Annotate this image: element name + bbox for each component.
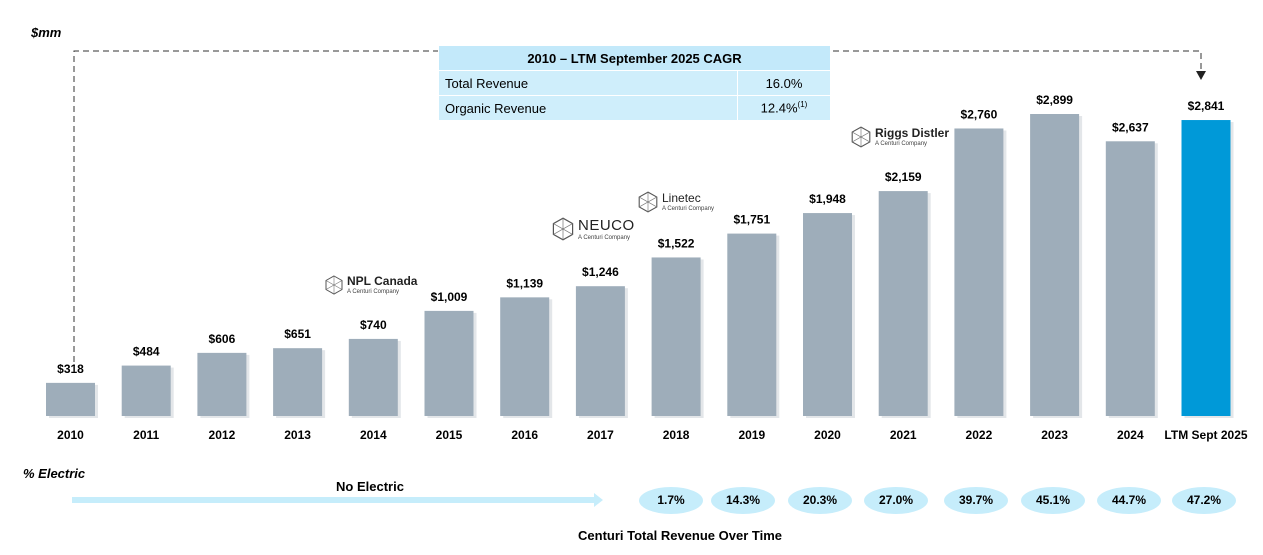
x-tick-label: 2011 <box>133 428 159 442</box>
data-label: $2,899 <box>1036 93 1073 107</box>
bar <box>121 365 171 416</box>
electric-label: % Electric <box>23 466 86 481</box>
x-tick-label: 2016 <box>511 428 538 442</box>
cagr-value: 16.0% <box>737 70 831 96</box>
cagr-value: 12.4%(1) <box>737 95 831 121</box>
bar <box>1030 114 1080 416</box>
x-tick-label: 2012 <box>209 428 236 442</box>
data-label: $1,522 <box>658 236 695 250</box>
data-label: $2,637 <box>1112 120 1149 134</box>
x-tick-label: 2013 <box>284 428 311 442</box>
x-tick-label: 2023 <box>1041 428 1068 442</box>
x-tick-label: 2021 <box>890 428 917 442</box>
logo-subtitle: A Centuri Company <box>662 206 715 212</box>
x-tick-label: 2010 <box>57 428 84 442</box>
bar <box>575 286 625 416</box>
bar <box>424 310 474 416</box>
logo-name: Riggs Distler <box>875 126 950 140</box>
data-label: $740 <box>360 318 387 332</box>
data-label: $1,246 <box>582 265 619 279</box>
logo-linetec: Linetec A Centuri Company <box>637 191 714 213</box>
data-label: $484 <box>133 345 160 359</box>
bar <box>197 352 247 416</box>
data-label: $2,760 <box>961 107 998 121</box>
x-tick-label: 2014 <box>360 428 387 442</box>
hexagon-logo-icon <box>638 191 658 213</box>
electric-pct-badge: 45.1% <box>1021 487 1085 514</box>
hexagon-logo-icon <box>325 275 343 295</box>
bar <box>273 348 323 416</box>
bar <box>878 191 928 416</box>
data-label: $1,948 <box>809 192 846 206</box>
bars-group: $318 2010 $484 2011 $606 2012 $651 2013 $740 2014… <box>46 93 1248 442</box>
electric-pct-badge: 47.2% <box>1172 487 1236 514</box>
x-tick-label: 2024 <box>1117 428 1144 442</box>
bar <box>954 128 1004 416</box>
electric-pct-badge: 39.7% <box>944 487 1008 514</box>
logo-name: NEUCO <box>578 216 635 234</box>
bar <box>500 297 550 416</box>
x-tick-label: 2020 <box>814 428 841 442</box>
logo-riggs-distler: Riggs Distler A Centuri Company <box>850 126 949 148</box>
bar <box>1105 141 1155 416</box>
cagr-label: Total Revenue <box>438 70 738 96</box>
logo-neuco: NEUCO A Centuri Company <box>551 217 635 241</box>
hexagon-logo-icon <box>552 217 574 241</box>
bar <box>1181 120 1231 416</box>
electric-pct-badge: 1.7% <box>639 487 703 514</box>
cagr-title: 2010 – LTM September 2025 CAGR <box>438 45 831 71</box>
cagr-label: Organic Revenue <box>438 95 738 121</box>
hexagon-logo-icon <box>851 126 871 148</box>
data-label: $651 <box>284 327 311 341</box>
footnote-marker: (1) <box>797 100 808 110</box>
data-label: $318 <box>57 362 84 376</box>
unit-label: $mm <box>31 25 62 40</box>
electric-pct-badge: 14.3% <box>711 487 775 514</box>
logo-subtitle: A Centuri Company <box>347 289 400 295</box>
no-electric-arrow <box>72 493 603 507</box>
x-tick-label: 2018 <box>663 428 690 442</box>
bar <box>803 213 852 416</box>
logo-name: NPL Canada <box>347 274 418 288</box>
logo-subtitle: A Centuri Company <box>875 141 928 147</box>
cagr-row: Total Revenue 16.0% <box>438 70 831 96</box>
data-label: $2,841 <box>1188 99 1225 113</box>
bar <box>651 257 701 416</box>
electric-pct-badge: 44.7% <box>1097 487 1161 514</box>
data-label: $2,159 <box>885 170 922 184</box>
cagr-table: 2010 – LTM September 2025 CAGR Total Rev… <box>438 45 831 121</box>
bar <box>727 233 777 416</box>
cagr-row: Organic Revenue 12.4%(1) <box>438 95 831 121</box>
x-tick-label: 2022 <box>966 428 993 442</box>
data-label: $606 <box>209 332 236 346</box>
no-electric-label: No Electric <box>336 479 404 494</box>
data-label: $1,751 <box>733 213 770 227</box>
logo-npl-canada: NPL Canada A Centuri Company <box>324 275 417 295</box>
data-label: $1,139 <box>506 276 543 290</box>
electric-pct-badge: 20.3% <box>788 487 852 514</box>
x-tick-label: 2019 <box>738 428 765 442</box>
x-tick-label: 2015 <box>436 428 463 442</box>
bar <box>348 338 398 416</box>
logo-name: Linetec <box>662 191 701 205</box>
logo-subtitle: A Centuri Company <box>578 234 631 241</box>
x-tick-label: LTM Sept 2025 <box>1164 428 1247 442</box>
x-tick-label: 2017 <box>587 428 614 442</box>
data-label: $1,009 <box>431 290 468 304</box>
chart-title: Centuri Total Revenue Over Time <box>578 528 782 543</box>
electric-pct-badge: 27.0% <box>864 487 928 514</box>
bar <box>46 382 95 416</box>
